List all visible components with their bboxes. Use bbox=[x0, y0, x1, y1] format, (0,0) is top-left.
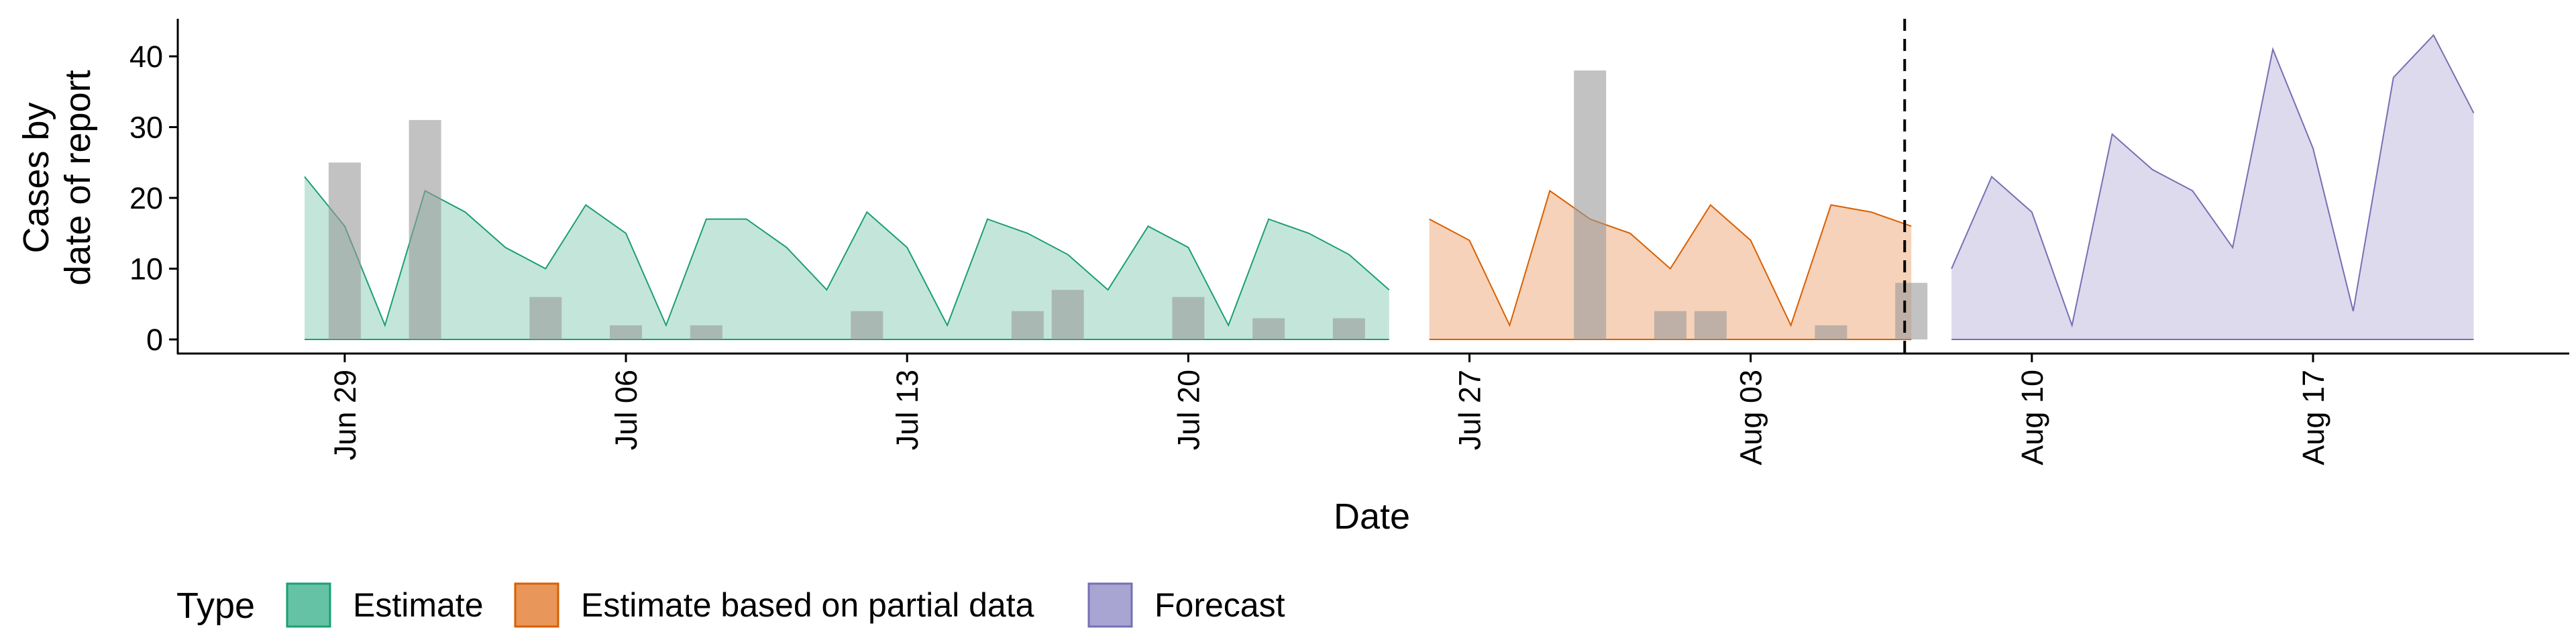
x-tick-label-Aug 03: Aug 03 bbox=[1734, 370, 1768, 466]
legend: Type Estimate Estimate based on partial d… bbox=[176, 582, 1285, 628]
bar-2020-08-02 bbox=[1694, 311, 1727, 339]
legend-label-1: Estimate based on partial data bbox=[581, 586, 1034, 624]
axes: 0 10 20 30 40 Jun 29 Jul 06 Jul 13 Jul 20 Jul 27 A… bbox=[129, 19, 2569, 466]
area-upper-line-2 bbox=[1951, 34, 2475, 328]
x-tick-label-Aug 17: Aug 17 bbox=[2296, 370, 2330, 466]
x-tick-label-Jul 13: Jul 13 bbox=[890, 370, 924, 450]
y-axis-title-line-2: date of report bbox=[58, 70, 98, 285]
y-tick-label-30: 30 bbox=[129, 111, 163, 145]
x-tick-label-Jun 29: Jun 29 bbox=[328, 370, 362, 460]
bar-2020-08-01 bbox=[1654, 311, 1686, 339]
x-axis-title: Date bbox=[1334, 496, 1410, 537]
bar-2020-07-16 bbox=[1011, 311, 1044, 339]
legend-title: Type bbox=[176, 586, 255, 626]
bar-2020-07-12 bbox=[851, 311, 883, 339]
legend-key-0 bbox=[286, 582, 331, 628]
y-tick-label-20: 20 bbox=[129, 181, 163, 215]
y-tick-label-0: 0 bbox=[146, 323, 163, 357]
legend-label-0: Estimate bbox=[353, 586, 484, 624]
bar-2020-07-20 bbox=[1172, 297, 1205, 339]
legend-key-2 bbox=[1087, 582, 1133, 628]
area-upper-line-0 bbox=[304, 176, 1390, 327]
bar-2020-07-08 bbox=[690, 325, 722, 339]
area-fill-2 bbox=[1951, 35, 2474, 340]
bar-2020-08-05 bbox=[1815, 325, 1847, 339]
y-tick-label-40: 40 bbox=[129, 40, 163, 74]
estimate-areas bbox=[304, 34, 2475, 340]
x-tick-label-Jul 20: Jul 20 bbox=[1171, 370, 1205, 450]
y-tick-label-10: 10 bbox=[129, 252, 163, 286]
bar-2020-08-07 bbox=[1895, 282, 1928, 339]
legend-key-1 bbox=[514, 582, 559, 628]
bar-2020-07-22 bbox=[1252, 318, 1285, 339]
x-tick-label-Jul 27: Jul 27 bbox=[1453, 370, 1487, 450]
bar-2020-07-04 bbox=[529, 297, 562, 339]
bar-2020-06-29 bbox=[328, 162, 361, 340]
bar-2020-07-30 bbox=[1574, 70, 1607, 339]
x-tick-label-Aug 10: Aug 10 bbox=[2015, 370, 2049, 466]
reported-cases-bars bbox=[328, 70, 1928, 340]
bar-2020-07-01 bbox=[409, 119, 441, 339]
bar-2020-07-17 bbox=[1051, 290, 1084, 339]
legend-label-2: Forecast bbox=[1155, 586, 1285, 624]
area-fill-0 bbox=[305, 176, 1389, 339]
area-fill-1 bbox=[1429, 191, 1912, 339]
area-upper-line-1 bbox=[1429, 189, 1912, 327]
x-tick-label-Jul 06: Jul 06 bbox=[609, 370, 643, 450]
y-axis-title-line-1: Cases by bbox=[16, 102, 56, 253]
bar-2020-07-06 bbox=[610, 325, 642, 339]
bar-2020-07-24 bbox=[1332, 318, 1365, 339]
